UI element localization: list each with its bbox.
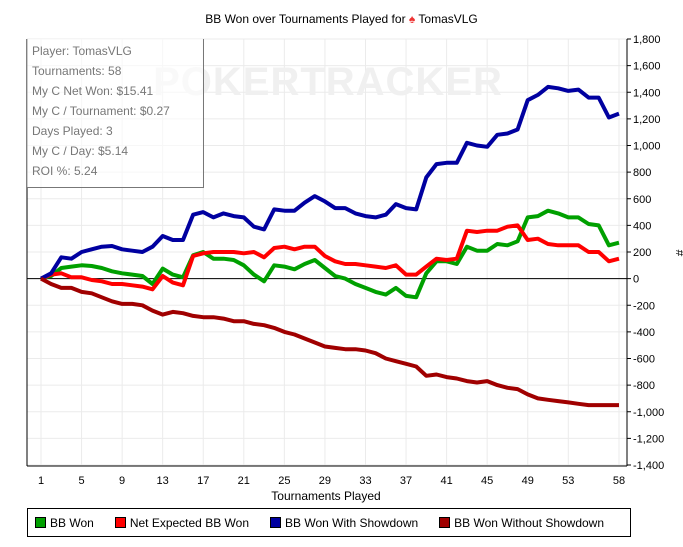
y-tick-label: 1,200 xyxy=(633,114,661,126)
stat-line: My C Net Won: $15.41 xyxy=(32,84,154,98)
stats-box: Player: TomasVLG Tournaments: 58 My C Net … xyxy=(27,39,204,188)
y-tick-label: 1,600 xyxy=(633,61,661,73)
legend-swatch xyxy=(114,517,126,528)
x-tick-label: 53 xyxy=(562,475,574,487)
stat-line: Tournaments: 58 xyxy=(32,64,122,78)
stat-line: My C / Day: $5.14 xyxy=(32,144,129,158)
y-tick-label: 1,800 xyxy=(633,34,661,46)
x-tick-label: 41 xyxy=(440,475,452,487)
y-tick-label: -1,200 xyxy=(633,433,664,445)
x-tick-label: 13 xyxy=(157,475,169,487)
x-tick-label: 45 xyxy=(481,475,493,487)
title-player: TomasVLG xyxy=(418,12,478,26)
x-tick-label: 33 xyxy=(359,475,371,487)
legend-item: BB Won Without Showdown xyxy=(439,516,604,530)
y-tick-label: 200 xyxy=(633,247,651,259)
title-prefix: BB Won over Tournaments Played for xyxy=(205,12,406,26)
y-tick-label: 400 xyxy=(633,220,651,232)
x-tick-label: 37 xyxy=(400,475,412,487)
y-tick-label: -1,000 xyxy=(633,407,664,419)
x-tick-label: 9 xyxy=(119,475,125,487)
x-tick-label: 5 xyxy=(78,475,84,487)
legend-item: BB Won With Showdown xyxy=(270,516,418,530)
legend-item: Net Expected BB Won xyxy=(114,515,249,530)
legend: BB Won Net Expected BB Won BB Won With Sho… xyxy=(27,508,631,537)
chart-title: BB Won over Tournaments Played for ♠ Tom… xyxy=(0,12,683,26)
series-line-bb-won-without-showdown xyxy=(40,276,619,408)
y-tick-label: 0 xyxy=(633,274,639,286)
stat-line: My C / Tournament: $0.27 xyxy=(32,104,170,118)
y-tick-label: -800 xyxy=(633,380,655,392)
legend-label: BB Won With Showdown xyxy=(285,515,419,530)
x-tick-label: 58 xyxy=(613,475,625,487)
y-tick-label: 800 xyxy=(633,167,651,179)
spade-icon: ♠ xyxy=(408,12,416,26)
x-tick-label: 17 xyxy=(197,475,209,487)
legend-label: BB Won xyxy=(50,515,94,530)
y-tick-label: 1,400 xyxy=(633,87,661,99)
stat-line: Days Played: 3 xyxy=(32,124,113,138)
watermark-logo: POKERTRACKER xyxy=(153,60,503,104)
stat-line: Player: TomasVLG xyxy=(32,44,132,58)
y-tick-label: -200 xyxy=(633,300,655,312)
y-axis-title: # xyxy=(673,250,683,257)
y-tick-label: 600 xyxy=(633,194,651,206)
x-axis-title: Tournaments Played xyxy=(271,489,380,503)
series-line-bb-won-with-showdown xyxy=(40,84,620,281)
x-tick-label: 25 xyxy=(278,475,290,487)
stat-line: ROI %: 5.24 xyxy=(32,164,98,178)
legend-swatch xyxy=(270,517,281,528)
legend-label: BB Won Without Showdown xyxy=(454,515,605,530)
x-tick-label: 49 xyxy=(522,475,534,487)
legend-label: Net Expected BB Won xyxy=(129,515,249,530)
legend-swatch xyxy=(35,517,46,528)
x-tick-label: 1 xyxy=(38,475,44,487)
x-tick-label: 21 xyxy=(238,475,250,487)
y-tick-label: -1,400 xyxy=(633,460,664,472)
x-tick-label: 29 xyxy=(319,475,331,487)
y-tick-label: -600 xyxy=(633,354,655,366)
y-tick-label: 1,000 xyxy=(633,141,661,153)
series-line-net-expected-bb-won xyxy=(40,223,620,292)
legend-swatch xyxy=(439,517,451,528)
y-tick-label: -400 xyxy=(633,327,655,339)
legend-item: BB Won xyxy=(35,516,94,530)
